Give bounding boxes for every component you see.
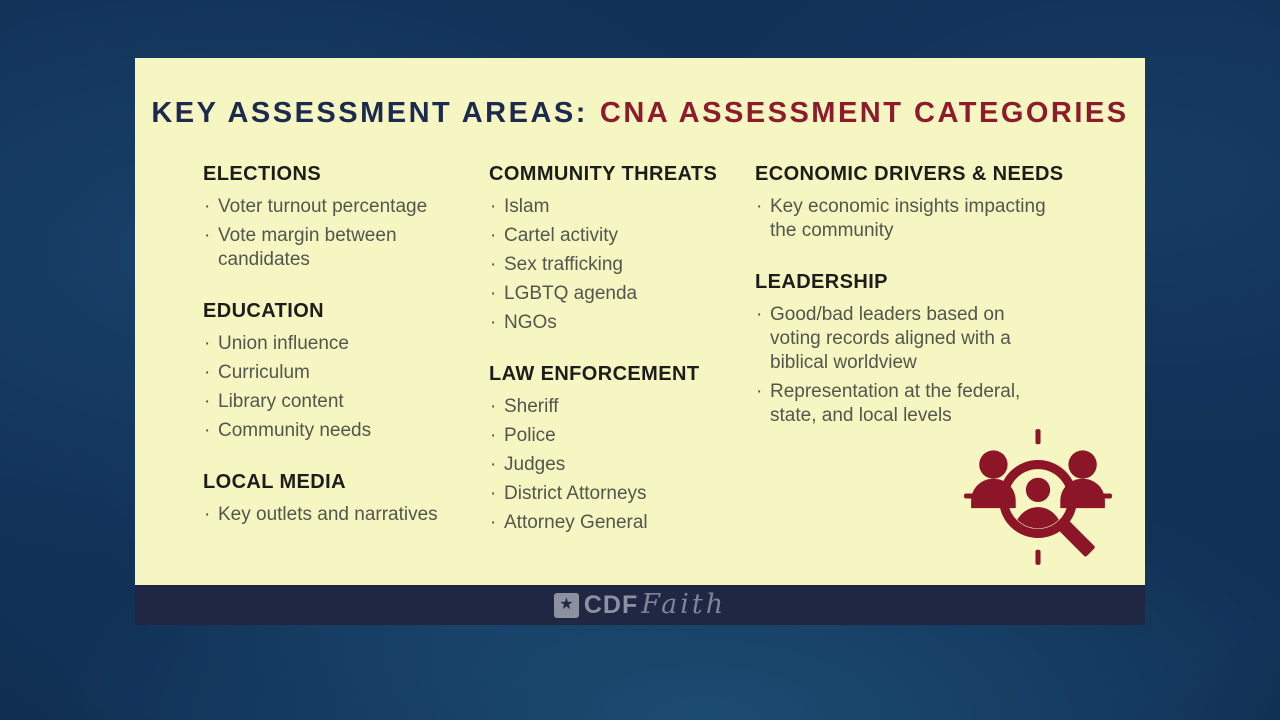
- section-leadership: LEADERSHIP Good/bad leaders based on vot…: [755, 271, 1057, 428]
- bullet-item: Key outlets and narratives: [203, 503, 455, 527]
- section-law-enforcement: LAW ENFORCEMENT Sheriff Police Judges Di…: [489, 363, 734, 535]
- section-heading: ECONOMIC DRIVERS & NEEDS: [755, 163, 1064, 185]
- star-icon: ★: [553, 592, 579, 618]
- bullet-list: Key economic insights impacting the comm…: [755, 195, 1057, 243]
- column-left: ELECTIONS Voter turnout percentage Vote …: [203, 163, 455, 532]
- bullet-list: Voter turnout percentage Vote margin bet…: [203, 195, 455, 272]
- column-right: ECONOMIC DRIVERS & NEEDS Key economic in…: [755, 163, 1064, 433]
- bullet-list: Sheriff Police Judges District Attorneys…: [489, 395, 734, 535]
- people-search-icon: [964, 429, 1112, 565]
- title-accent: CNA ASSESSMENT CATEGORIES: [599, 97, 1129, 129]
- bullet-item: Good/bad leaders based on voting records…: [755, 303, 1057, 375]
- bullet-list: Islam Cartel activity Sex trafficking LG…: [489, 195, 734, 335]
- slide-title: KEY ASSESSMENT AREAS: CNA ASSESSMENT CATE…: [135, 98, 1145, 128]
- section-heading: ELECTIONS: [203, 163, 322, 185]
- bullet-item: Sheriff: [489, 395, 734, 419]
- bullet-item: LGBTQ agenda: [489, 282, 734, 306]
- bullet-item: Attorney General: [489, 511, 734, 535]
- title-main: KEY ASSESSMENT AREAS:: [151, 97, 588, 129]
- section-education: EDUCATION Union influence Curriculum Lib…: [203, 300, 455, 443]
- bullet-item: Sex trafficking: [489, 253, 734, 277]
- bullet-item: Representation at the federal, state, an…: [755, 380, 1057, 428]
- logo-faith-text: Faith: [641, 588, 727, 620]
- bullet-item: Islam: [489, 195, 734, 219]
- bullet-item: Judges: [489, 453, 734, 477]
- bullet-item: Library content: [203, 390, 455, 414]
- column-middle: COMMUNITY THREATS Islam Cartel activity …: [489, 163, 734, 540]
- bullet-list: Key outlets and narratives: [203, 503, 455, 527]
- cdf-faith-logo: ★ CDF Faith: [553, 588, 727, 621]
- bullet-list: Union influence Curriculum Library conte…: [203, 332, 455, 443]
- section-heading: LOCAL MEDIA: [203, 471, 346, 493]
- bullet-item: District Attorneys: [489, 482, 734, 506]
- bullet-item: Vote margin between candidates: [203, 224, 455, 272]
- section-community-threats: COMMUNITY THREATS Islam Cartel activity …: [489, 163, 734, 335]
- logo-cdf-text: CDF: [583, 590, 639, 619]
- bullet-item: NGOs: [489, 311, 734, 335]
- section-heading: EDUCATION: [203, 300, 325, 322]
- bullet-item: Curriculum: [203, 361, 455, 385]
- section-heading: COMMUNITY THREATS: [489, 163, 718, 185]
- bullet-list: Good/bad leaders based on voting records…: [755, 303, 1057, 428]
- slide-body: KEY ASSESSMENT AREAS: CNA ASSESSMENT CATE…: [135, 58, 1145, 585]
- section-elections: ELECTIONS Voter turnout percentage Vote …: [203, 163, 455, 272]
- bullet-item: Police: [489, 424, 734, 448]
- section-heading: LEADERSHIP: [755, 271, 888, 293]
- bullet-item: Cartel activity: [489, 224, 734, 248]
- bullet-item: Key economic insights impacting the comm…: [755, 195, 1057, 243]
- bullet-item: Community needs: [203, 419, 455, 443]
- section-local-media: LOCAL MEDIA Key outlets and narratives: [203, 471, 455, 527]
- bullet-item: Voter turnout percentage: [203, 195, 455, 219]
- presentation-slide: KEY ASSESSMENT AREAS: CNA ASSESSMENT CATE…: [135, 58, 1145, 625]
- footer-bar: ★ CDF Faith: [135, 585, 1145, 625]
- section-heading: LAW ENFORCEMENT: [489, 363, 700, 385]
- bullet-item: Union influence: [203, 332, 455, 356]
- section-economic-drivers: ECONOMIC DRIVERS & NEEDS Key economic in…: [755, 163, 1064, 243]
